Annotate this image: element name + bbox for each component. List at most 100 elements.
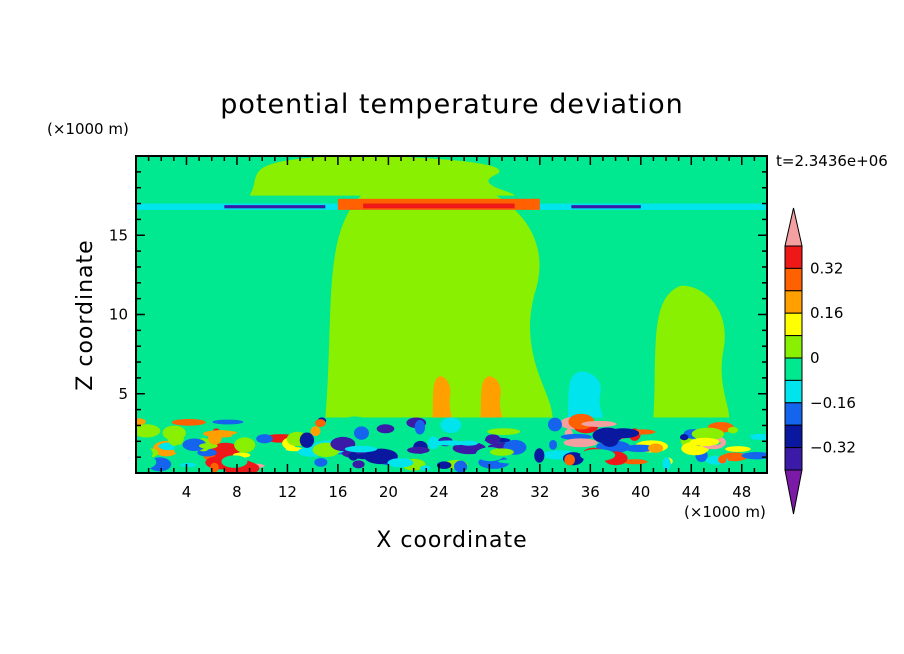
y-tick-label: 5	[118, 385, 128, 403]
turbulent-cell	[353, 426, 369, 440]
colorbar: 0.32 0.16 0 −0.16 −0.32	[784, 207, 856, 515]
contour-region-2	[653, 285, 730, 418]
turbulent-cell	[234, 437, 256, 453]
turbulent-cell	[432, 440, 467, 446]
turbulent-cell	[428, 436, 439, 450]
turbulent-cell	[648, 443, 664, 453]
turbulent-cell	[679, 434, 689, 441]
colorbar-bin	[784, 379, 803, 404]
contour-field	[136, 156, 767, 473]
turbulent-cell	[314, 419, 326, 427]
turbulent-cell	[548, 417, 562, 432]
x-tick-label: 12	[278, 483, 297, 501]
colorbar-bin	[784, 267, 803, 292]
colorbar-bin	[784, 402, 803, 426]
y-unit-label: (×1000 m)	[47, 120, 129, 138]
colorbar-label: 0.16	[810, 304, 843, 322]
contour-region-4	[432, 376, 452, 418]
turbulent-cell	[314, 457, 328, 467]
y-tick-label: 15	[109, 226, 128, 244]
x-tick-label: 44	[682, 483, 701, 501]
turbulent-cell	[560, 433, 592, 440]
turbulent-cell	[352, 460, 365, 469]
turbulent-cell	[734, 433, 752, 445]
x-unit-label: (×1000 m)	[684, 503, 766, 521]
turbulent-cell	[454, 460, 468, 473]
turbulent-cell	[741, 451, 767, 460]
turbulent-cell	[344, 445, 378, 453]
turbulent-cell	[387, 458, 414, 468]
x-tick-label: 28	[480, 483, 499, 501]
contour-region-9	[571, 205, 641, 209]
colorbar-label: 0.32	[810, 259, 843, 277]
colorbar-bin	[784, 357, 803, 381]
turbulent-cell	[221, 455, 248, 468]
turbulent-cell	[342, 416, 368, 428]
chart-title: potential temperature deviation	[220, 89, 683, 120]
turbulent-cell	[485, 434, 501, 445]
x-tick-label: 20	[379, 483, 398, 501]
x-tick-label: 32	[530, 483, 549, 501]
turbulent-cell	[662, 457, 671, 471]
x-axis-label: X coordinate	[376, 528, 527, 553]
turbulent-cell	[182, 438, 207, 451]
colorbar-label: 0	[810, 349, 820, 367]
turbulent-cell	[580, 449, 616, 462]
colorbar-label: −0.16	[810, 394, 856, 412]
turbulent-cell	[497, 459, 526, 464]
turbulent-cell	[363, 448, 398, 465]
turbulent-cell	[171, 418, 206, 426]
turbulent-cell	[299, 432, 315, 448]
x-tick-label: 48	[732, 483, 751, 501]
turbulent-cell	[564, 454, 575, 466]
colorbar-label: −0.32	[810, 439, 856, 457]
colorbar-arrow-low	[784, 469, 803, 515]
turbulent-cell	[718, 455, 727, 464]
turbulent-cell	[180, 462, 197, 468]
x-tick-label: 40	[631, 483, 650, 501]
turbulent-cell	[210, 442, 240, 458]
turbulent-cell	[136, 418, 146, 426]
contour-region-8	[224, 205, 326, 209]
turbulent-cell	[607, 428, 640, 439]
turbulent-cell	[348, 452, 359, 461]
y-axis-label: Z coordinate	[73, 239, 98, 390]
turbulent-cell	[376, 424, 395, 434]
colorbar-bin	[784, 290, 803, 314]
turbulent-cell	[414, 419, 426, 435]
turbulent-cell	[727, 426, 739, 434]
time-label: t=2.3436e+06	[776, 152, 888, 170]
contour-region-5	[480, 376, 502, 418]
turbulent-cell	[419, 465, 431, 471]
colorbar-bin	[784, 335, 803, 359]
turbulent-cell	[440, 417, 462, 433]
turbulent-cell	[208, 431, 222, 445]
turbulent-cell	[174, 444, 183, 455]
contour-region-11	[363, 203, 515, 209]
colorbar-bin	[784, 312, 803, 337]
turbulent-cell	[256, 434, 273, 444]
turbulent-cell	[286, 458, 296, 466]
turbulent-cell	[199, 443, 218, 449]
turbulent-cell	[167, 430, 184, 446]
turbulent-cell	[136, 445, 153, 462]
turbulent-cell	[231, 432, 262, 441]
colorbar-bin	[784, 424, 803, 449]
x-tick-label: 4	[182, 483, 192, 501]
turbulent-cell	[747, 433, 767, 440]
x-tick-label: 24	[429, 483, 448, 501]
y-tick-label: 10	[109, 306, 128, 324]
turbulent-cell	[489, 448, 514, 456]
x-tick-label: 36	[581, 483, 600, 501]
turbulent-cell	[407, 446, 430, 454]
colorbar-arrow-high	[784, 207, 803, 247]
turbulent-cell	[691, 427, 725, 441]
turbulent-cell	[689, 437, 720, 447]
turbulent-cell	[310, 426, 321, 437]
turbulent-cell	[487, 428, 521, 435]
turbulent-cell	[721, 452, 748, 462]
colorbar-bin	[784, 447, 803, 471]
turbulent-cell	[624, 444, 656, 453]
turbulent-cell	[725, 446, 751, 452]
